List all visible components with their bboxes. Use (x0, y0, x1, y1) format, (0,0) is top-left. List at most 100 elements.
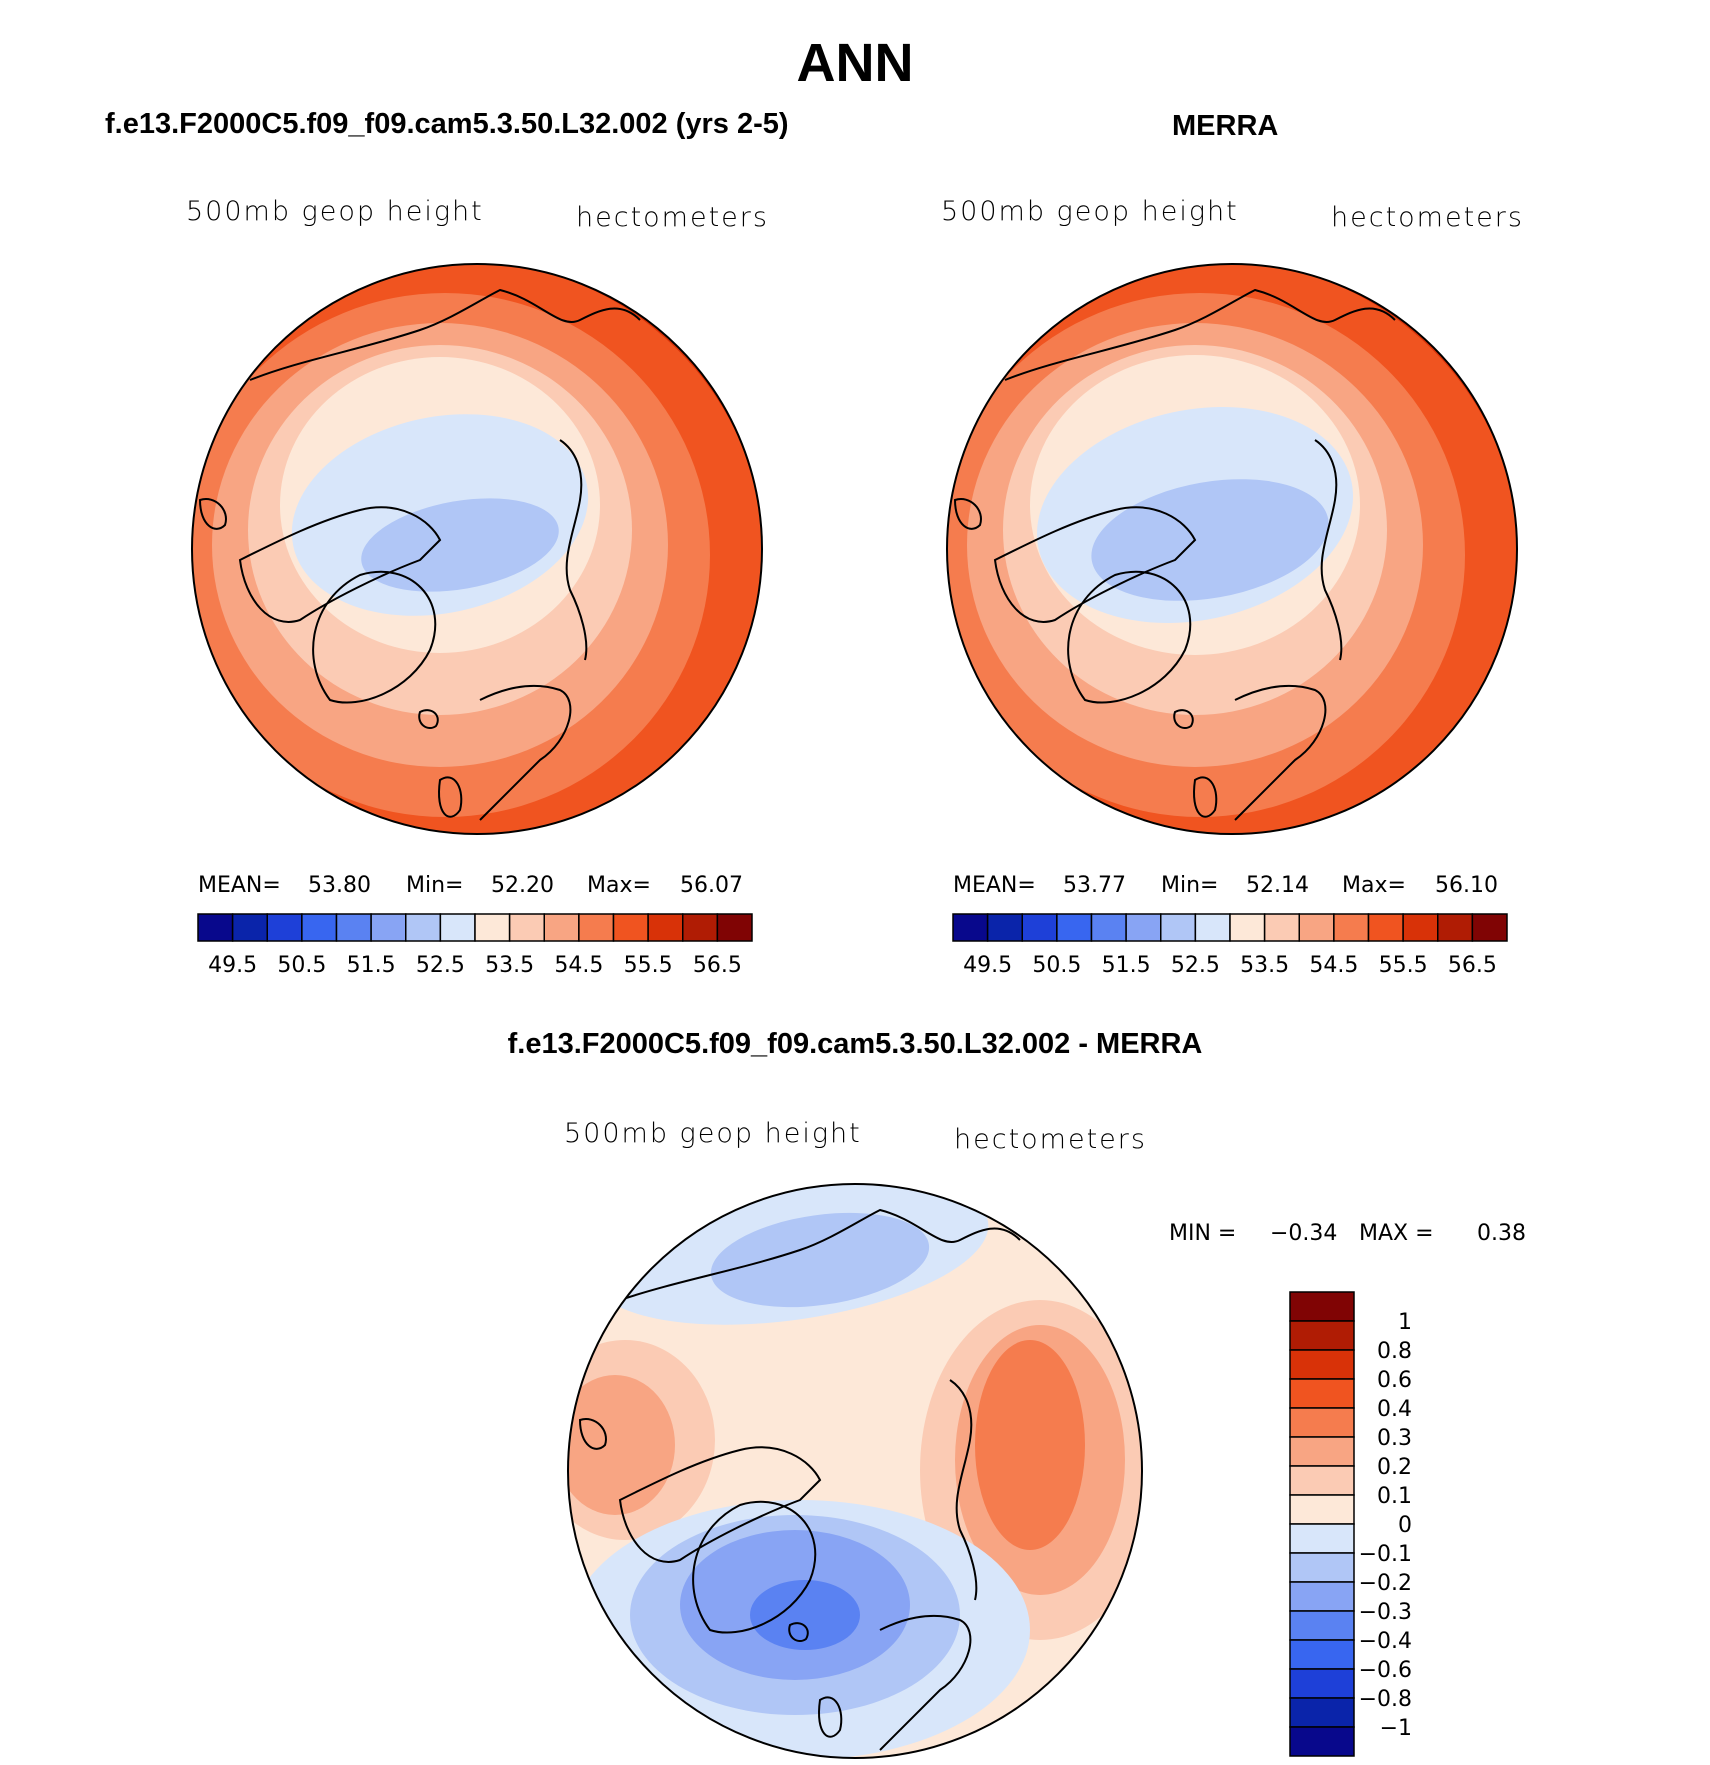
panel-2-colorbar-swatch-10 (1298, 913, 1335, 942)
panel-2-title: MERRA (1172, 110, 1279, 142)
panel-3-colorbar-swatch-8 (1289, 1523, 1355, 1554)
panel-3-colorbar-swatch-1 (1289, 1320, 1355, 1351)
panel-3-colorbar-swatch-0 (1289, 1291, 1355, 1322)
panel-2-colorbar-swatch-5 (1125, 913, 1162, 942)
panel-3-colorbar-swatch-6 (1289, 1465, 1355, 1496)
panel-3-colorbar-swatch-5 (1289, 1436, 1355, 1467)
panel-2-max-value: 56.10 (1435, 873, 1498, 898)
panel-2-colorbar-swatch-8 (1229, 913, 1266, 942)
panel-1-colorbar-tick-label-5: 54.5 (554, 953, 603, 978)
panel-1-colorbar-swatch-3 (301, 913, 338, 942)
panel-3-colorbar-swatch-2 (1289, 1349, 1355, 1380)
panel-2-variable-label: 500mb geop height (941, 196, 1239, 227)
panel-1-colorbar-swatch-4 (335, 913, 372, 942)
panel-3-title: f.e13.F2000C5.f09_f09.cam5.3.50.L32.002 … (507, 1028, 1203, 1060)
panel-2-colorbar-swatch-9 (1263, 913, 1300, 942)
panel-3-max-label: MAX = (1359, 1221, 1434, 1246)
panel-3-max-value: 0.38 (1477, 1221, 1526, 1246)
panel-3-colorbar-swatch-4 (1289, 1407, 1355, 1438)
panel-1-min-label: Min= (406, 873, 464, 898)
panel-1-colorbar-swatch-8 (474, 913, 511, 942)
panel-1-colorbar-swatch-6 (405, 913, 442, 942)
panel-1-colorbar-tick-label-0: 49.5 (208, 953, 257, 978)
panel-1-min-value: 52.20 (491, 873, 554, 898)
panel-3-colorbar-swatch-13 (1289, 1668, 1355, 1699)
panel-3-colorbar-tick-label-1: 0.8 (1377, 1339, 1412, 1364)
panel-2-colorbar-tick-label-4: 53.5 (1240, 953, 1289, 978)
panel-3-colorbar-swatch-15 (1289, 1726, 1355, 1757)
panel-1-max-label: Max= (587, 873, 651, 898)
panel-1-title: f.e13.F2000C5.f09_f09.cam5.3.50.L32.002 … (105, 108, 789, 140)
panel-1-colorbar-swatch-2 (266, 913, 303, 942)
panel-3-colorbar-tick-label-3: 0.4 (1377, 1397, 1412, 1422)
panel-3-min-value: −0.34 (1270, 1221, 1338, 1246)
panel-1-colorbar-tick-label-7: 56.5 (693, 953, 742, 978)
panel-1-colorbar-swatch-11 (578, 913, 615, 942)
panel-3-min-label: MIN = (1169, 1221, 1237, 1246)
panel-2-min-value: 52.14 (1246, 873, 1309, 898)
panel-3-colorbar-tick-label-11: −0.4 (1359, 1629, 1412, 1654)
panel-1-colorbar-tick-label-1: 50.5 (277, 953, 326, 978)
panel-2-colorbar-tick-label-0: 49.5 (963, 953, 1012, 978)
panel-3-colorbar-tick-label-12: −0.6 (1359, 1658, 1412, 1683)
panel-3-units-label: hectometers (954, 1124, 1147, 1155)
panel-3-colorbar-swatch-7 (1289, 1494, 1355, 1525)
panel-2-colorbar-swatch-14 (1437, 913, 1474, 942)
panel-2-mean-value: 53.77 (1063, 873, 1126, 898)
panel-3-colorbar-swatch-11 (1289, 1610, 1355, 1641)
panel-3-colorbar-tick-label-6: 0.1 (1377, 1484, 1412, 1509)
panel-2-colorbar-tick-label-5: 54.5 (1309, 953, 1358, 978)
panel-1-colorbar-swatch-0 (197, 913, 234, 942)
panel-3-colorbar-tick-label-8: −0.1 (1359, 1542, 1412, 1567)
panel-2-colorbar-tick-label-1: 50.5 (1032, 953, 1081, 978)
panel-1-colorbar-tick-label-4: 53.5 (485, 953, 534, 978)
panel-2-colorbar-swatch-4 (1090, 913, 1127, 942)
panel-3-colorbar-swatch-3 (1289, 1378, 1355, 1409)
panel-2-mean-label: MEAN= (953, 873, 1036, 898)
panel-1-colorbar-swatch-10 (543, 913, 580, 942)
panel-3-colorbar-tick-label-5: 0.2 (1377, 1455, 1412, 1480)
panel-2-min-label: Min= (1161, 873, 1219, 898)
panel-1-colorbar-swatch-13 (647, 913, 684, 942)
panel-1-mean-value: 53.80 (308, 873, 371, 898)
panel-1-colorbar-tick-label-2: 51.5 (347, 953, 396, 978)
panel-3-colorbar-tick-label-0: 1 (1398, 1310, 1412, 1335)
panel-2-colorbar-swatch-13 (1402, 913, 1439, 942)
panel-2-colorbar-swatch-7 (1194, 913, 1231, 942)
panel-1-colorbar-swatch-14 (682, 913, 719, 942)
panel-2-colorbar-swatch-1 (986, 913, 1023, 942)
panel-1-colorbar-tick-label-3: 52.5 (416, 953, 465, 978)
panel-3-colorbar-tick-label-10: −0.3 (1359, 1600, 1412, 1625)
panel-2-colorbar-swatch-12 (1367, 913, 1404, 942)
panel-2-colorbar-swatch-6 (1160, 913, 1197, 942)
panel-3-colorbar-swatch-10 (1289, 1581, 1355, 1612)
panel-3-colorbar-tick-label-4: 0.3 (1377, 1426, 1412, 1451)
panel-2-colorbar-swatch-15 (1471, 913, 1508, 942)
panel-2-units-label: hectometers (1331, 202, 1524, 233)
panel-1-colorbar-swatch-5 (370, 913, 407, 942)
panel-1-mean-label: MEAN= (198, 873, 281, 898)
panel-1-colorbar-tick-label-6: 55.5 (624, 953, 673, 978)
panel-3-colorbar-swatch-12 (1289, 1639, 1355, 1670)
panel-1-colorbar-swatch-9 (508, 913, 545, 942)
panel-1-units-label: hectometers (576, 202, 769, 233)
panel-3-colorbar-swatch-9 (1289, 1552, 1355, 1583)
panel-1-variable-label: 500mb geop height (186, 196, 484, 227)
panel-2-max-label: Max= (1342, 873, 1406, 898)
panel-2-colorbar-swatch-0 (952, 913, 989, 942)
panel-3-colorbar-tick-label-13: −0.8 (1359, 1687, 1412, 1712)
panel-2-colorbar-tick-label-3: 52.5 (1171, 953, 1220, 978)
panel-3-colorbar-tick-label-7: 0 (1398, 1513, 1412, 1538)
panel-3-colorbar-tick-label-2: 0.6 (1377, 1368, 1412, 1393)
panel-1-colorbar-swatch-15 (716, 913, 753, 942)
panel-2-colorbar-swatch-2 (1021, 913, 1058, 942)
panel-2-colorbar-tick-label-6: 55.5 (1379, 953, 1428, 978)
panel-3-colorbar-tick-label-9: −0.2 (1359, 1571, 1412, 1596)
panel-2-colorbar-swatch-3 (1056, 913, 1093, 942)
panel-2-colorbar-tick-label-7: 56.5 (1448, 953, 1497, 978)
panel-3-colorbar-tick-label-14: −1 (1380, 1716, 1412, 1741)
panel-1-colorbar-swatch-12 (612, 913, 649, 942)
panel-2-colorbar-tick-label-2: 51.5 (1102, 953, 1151, 978)
figure-title: ANN (796, 33, 914, 93)
